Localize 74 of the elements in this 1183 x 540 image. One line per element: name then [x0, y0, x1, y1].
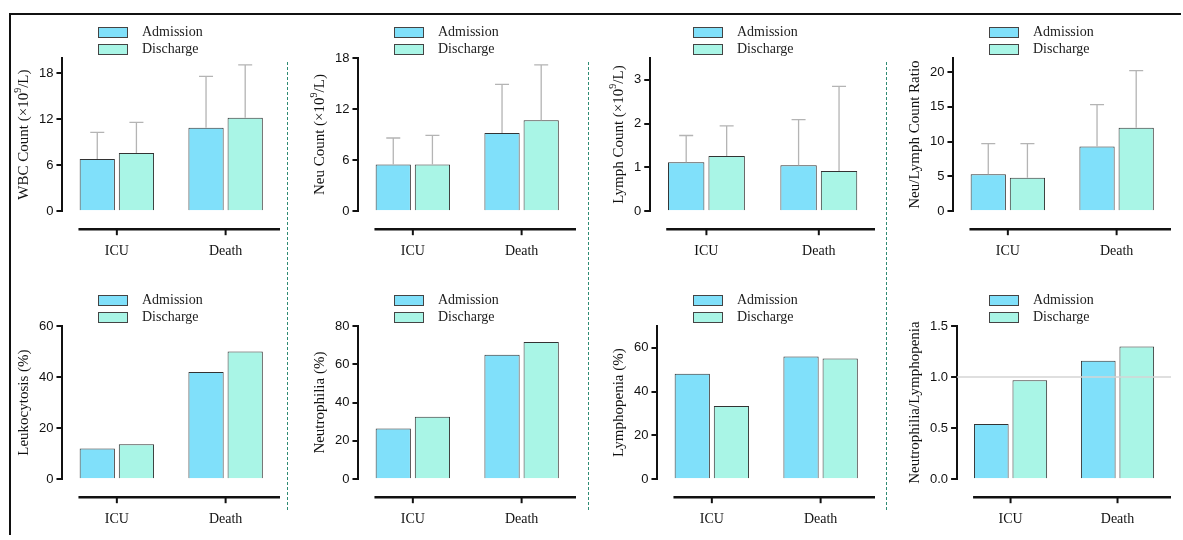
x-tick-label: Death: [1099, 243, 1134, 259]
y-tick-label: 0.0: [929, 470, 949, 486]
legend-label: Admission: [1033, 24, 1094, 40]
y-tick-label: 12: [334, 100, 350, 116]
y-tick-label: 1.0: [929, 368, 949, 384]
y-tick-label: 40: [633, 383, 649, 399]
x-tick-label: Death: [802, 243, 836, 259]
y-tick-label: 0.5: [929, 419, 949, 435]
x-tick-label: Death: [1100, 511, 1135, 527]
x-tick-label: ICU: [104, 511, 129, 527]
y-axis-title: Leukocytosis (%): [14, 349, 32, 456]
x-tick-label: ICU: [694, 243, 719, 259]
y-tick-label: 60: [334, 355, 350, 371]
y-tick-label: 3: [634, 71, 642, 87]
x-tick-label: Death: [504, 243, 539, 259]
y-axis-title: Neu Count (×109/L): [307, 74, 328, 196]
y-tick-label: 20: [334, 432, 350, 448]
y-tick-label: 40: [334, 394, 350, 410]
x-tick-label: Death: [208, 243, 243, 259]
y-tick-label: 0: [342, 470, 350, 486]
legend-label: Admission: [737, 292, 798, 308]
legend-label: Discharge: [142, 309, 199, 325]
legend-label: Discharge: [737, 309, 794, 325]
x-tick-label: Death: [208, 511, 243, 527]
y-tick-label: 0: [634, 202, 642, 218]
y-tick-label: 0: [937, 202, 945, 218]
y-tick-label: 20: [38, 419, 54, 435]
legend-label: Discharge: [438, 309, 495, 325]
y-tick-label: 1.5: [929, 317, 949, 333]
y-tick-label: 80: [334, 317, 350, 333]
y-axis-title: Neu/Lymph Count Ratio: [905, 60, 922, 209]
x-tick-label: Death: [803, 511, 838, 527]
x-tick-label: ICU: [998, 511, 1023, 527]
y-tick-label: 60: [633, 339, 649, 355]
y-tick-label: 0: [46, 470, 54, 486]
y-tick-label: 20: [633, 427, 649, 443]
y-tick-label: 1: [634, 159, 642, 175]
legend-label: Discharge: [737, 41, 794, 57]
x-tick-label: ICU: [400, 511, 425, 527]
legend-label: Admission: [142, 24, 203, 40]
y-tick-label: 60: [38, 317, 54, 333]
legend-label: Admission: [438, 24, 499, 40]
y-tick-label: 6: [46, 156, 54, 172]
y-tick-label: 10: [929, 133, 945, 149]
y-tick-label: 15: [929, 98, 945, 114]
legend-label: Admission: [1033, 292, 1094, 308]
y-tick-label: 12: [38, 110, 54, 126]
y-axis-title: Lymph Count (×109/L): [606, 65, 627, 204]
x-tick-label: ICU: [400, 243, 425, 259]
y-tick-label: 5: [937, 167, 945, 183]
y-tick-label: 0: [342, 202, 350, 218]
legend-label: Discharge: [438, 41, 495, 57]
y-tick-label: 0: [46, 202, 54, 218]
legend-label: Discharge: [1033, 309, 1090, 325]
y-tick-label: 20: [929, 63, 945, 79]
y-tick-label: 6: [342, 151, 350, 167]
x-tick-label: ICU: [699, 511, 724, 527]
y-axis-title: Lymphopenia (%): [609, 348, 627, 457]
y-axis-title: Neutrophilia (%): [310, 351, 328, 454]
y-tick-label: 40: [38, 368, 54, 384]
y-tick-label: 18: [38, 64, 54, 80]
x-tick-label: Death: [504, 511, 539, 527]
legend-label: Discharge: [142, 41, 199, 57]
x-tick-label: ICU: [104, 243, 129, 259]
legend-label: Discharge: [1033, 41, 1090, 57]
y-tick-label: 18: [334, 49, 350, 65]
legend-label: Admission: [737, 24, 798, 40]
y-tick-label: 2: [634, 115, 642, 131]
legend-label: Admission: [438, 292, 499, 308]
y-axis-title: Neutrophilia/Lymphopenia: [905, 321, 922, 484]
y-axis-title: WBC Count (×109/L): [11, 69, 32, 200]
y-tick-label: 0: [641, 470, 649, 486]
x-tick-label: ICU: [995, 243, 1020, 259]
legend-label: Admission: [142, 292, 203, 308]
